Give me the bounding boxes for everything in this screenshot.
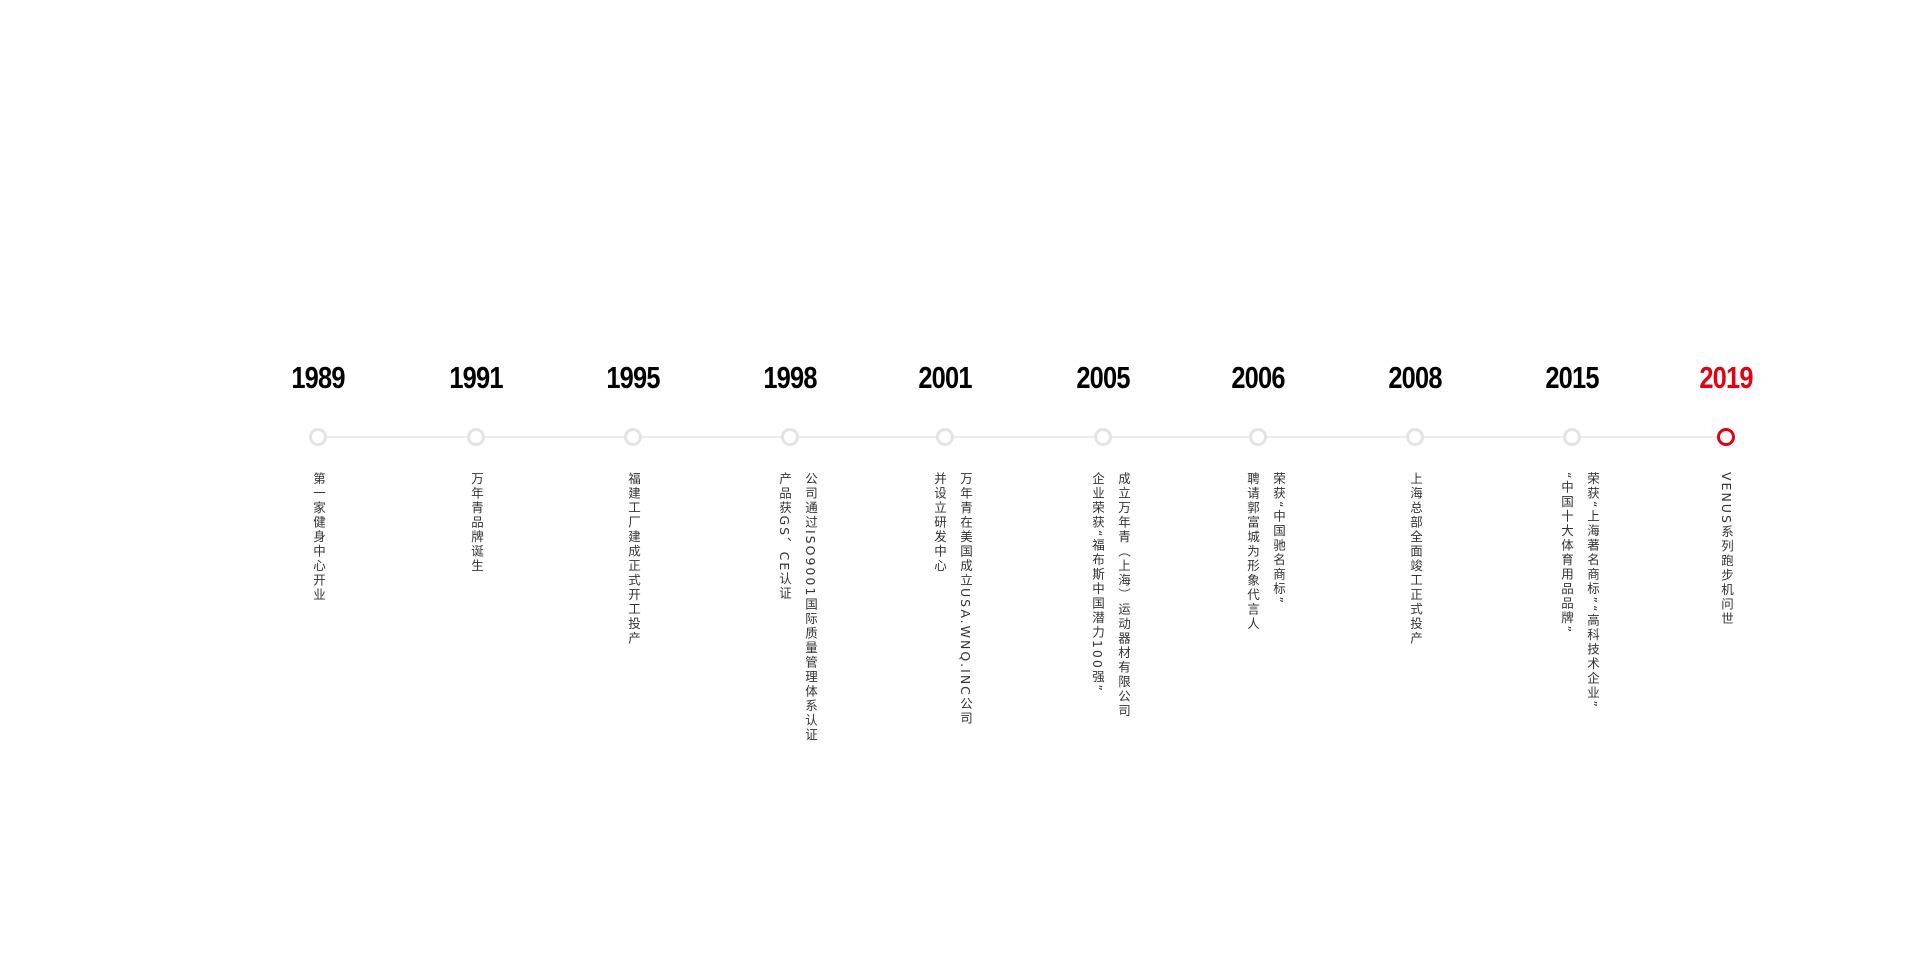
- timeline-year[interactable]: 1995: [606, 360, 660, 395]
- description-line: 第一家健身中心开业: [311, 472, 326, 603]
- timeline-dot-icon[interactable]: [1563, 428, 1581, 446]
- timeline-description: 福建工厂建成正式开工投产: [620, 472, 646, 646]
- timeline-year[interactable]: 1991: [449, 360, 503, 395]
- description-line: 产品获GS、CE认证: [777, 472, 792, 602]
- description-line: 公司通过ISO9001国际质量管理体系认证: [803, 472, 818, 743]
- description-line: 聘请郭富城为形象代言人: [1245, 472, 1260, 632]
- timeline-year[interactable]: 2015: [1545, 360, 1599, 395]
- description-line: “中国十大体育用品品牌”: [1559, 472, 1574, 634]
- description-line: 企业荣获“福布斯中国潜力100强”: [1090, 472, 1105, 693]
- timeline-dot-icon[interactable]: [936, 428, 954, 446]
- timeline-year[interactable]: 1989: [291, 360, 345, 395]
- description-line: 福建工厂建成正式开工投产: [626, 472, 641, 646]
- description-line: VENUS系列跑步机问世: [1719, 472, 1734, 627]
- timeline-description: 万年青品牌诞生: [463, 472, 489, 574]
- description-line: 荣获“上海著名商标”“高科技术企业”: [1585, 472, 1600, 709]
- timeline-dot-icon[interactable]: [467, 428, 485, 446]
- description-line: 成立万年青（上海）运动器材有限公司: [1116, 472, 1131, 719]
- description-line: 上海总部全面竣工正式投产: [1408, 472, 1423, 646]
- description-line: 万年青品牌诞生: [469, 472, 484, 574]
- timeline-year[interactable]: 1998: [763, 360, 817, 395]
- timeline-track: [318, 436, 1726, 438]
- timeline-dot-icon[interactable]: [1717, 428, 1735, 446]
- timeline-description: VENUS系列跑步机问世: [1713, 472, 1739, 626]
- timeline-year[interactable]: 2005: [1076, 360, 1130, 395]
- timeline-dot-icon[interactable]: [1249, 428, 1267, 446]
- description-line: 并设立研发中心: [932, 472, 947, 574]
- description-line: 荣获“中国驰名商标”: [1271, 472, 1286, 605]
- timeline-dot-icon[interactable]: [1406, 428, 1424, 446]
- timeline-dot-icon[interactable]: [309, 428, 327, 446]
- timeline-dot-icon[interactable]: [781, 428, 799, 446]
- timeline-year[interactable]: 2019: [1699, 360, 1753, 395]
- timeline-year[interactable]: 2008: [1388, 360, 1442, 395]
- description-line: 万年青在美国成立USA.WNQ.INC公司: [958, 472, 973, 726]
- timeline-dot-icon[interactable]: [624, 428, 642, 446]
- timeline-year[interactable]: 2006: [1231, 360, 1285, 395]
- timeline-description: 荣获“中国驰名商标” 聘请郭富城为形象代言人: [1239, 472, 1291, 632]
- timeline-description: 成立万年青（上海）运动器材有限公司 企业荣获“福布斯中国潜力100强”: [1084, 472, 1136, 719]
- timeline-description: 上海总部全面竣工正式投产: [1402, 472, 1428, 646]
- timeline-description: 荣获“上海著名商标”“高科技术企业” “中国十大体育用品品牌”: [1553, 472, 1605, 709]
- timeline-dot-icon[interactable]: [1094, 428, 1112, 446]
- timeline-description: 万年青在美国成立USA.WNQ.INC公司 并设立研发中心: [926, 472, 978, 726]
- timeline-description: 公司通过ISO9001国际质量管理体系认证 产品获GS、CE认证: [771, 472, 823, 742]
- timeline-description: 第一家健身中心开业: [305, 472, 331, 603]
- timeline-year[interactable]: 2001: [918, 360, 972, 395]
